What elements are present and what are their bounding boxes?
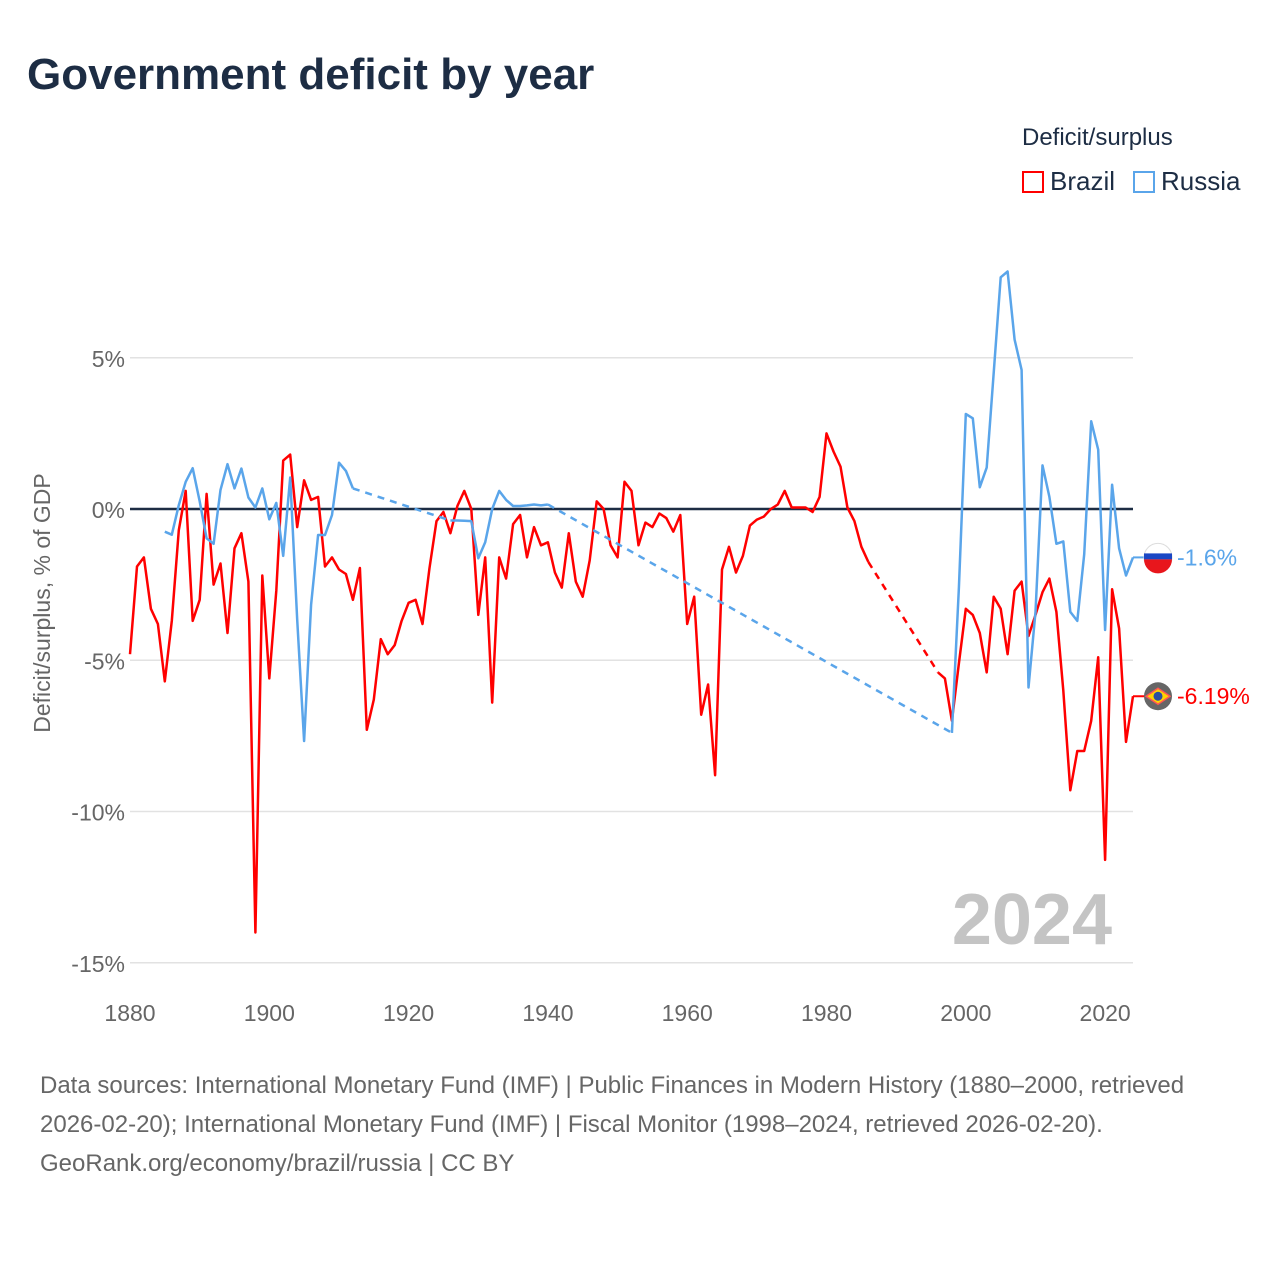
credit-link[interactable]: GeoRank.org/economy/brazil/russia | CC B… — [40, 1150, 515, 1177]
gap-dashed-line-russia — [352, 487, 451, 522]
brazil-swatch — [1022, 170, 1044, 193]
y-tick-label: 5% — [92, 346, 125, 372]
legend-label: Russia — [1161, 166, 1241, 196]
russia-flag-blue-band — [1144, 553, 1172, 560]
x-tick-label: 1900 — [244, 1000, 295, 1026]
gap-dashed-line-brazil — [867, 561, 940, 674]
x-tick-label: 1980 — [801, 1000, 852, 1026]
russia-swatch — [1133, 170, 1156, 193]
y-tick-label: -5% — [84, 648, 125, 674]
series-line-russia — [164, 461, 355, 743]
x-tick-label: 1940 — [522, 1000, 573, 1026]
chart-title: Government deficit by year — [27, 50, 595, 99]
data-sources: Data sources: International Monetary Fun… — [40, 1072, 1185, 1138]
x-tick-label: 2020 — [1080, 1000, 1131, 1026]
end-value-label-brazil: -6.19% — [1177, 683, 1250, 709]
x-tick-label: 1920 — [383, 1000, 434, 1026]
legend-title: Deficit/surplus — [1022, 124, 1173, 151]
legend-item-russia[interactable]: Russia — [1133, 166, 1241, 197]
legend-label: Brazil — [1050, 166, 1116, 196]
legend: Brazil Russia — [1022, 166, 1241, 197]
footer: Data sources: International Monetary Fun… — [40, 1066, 1240, 1183]
y-tick-label: 0% — [92, 497, 125, 523]
series-line-russia — [450, 489, 549, 560]
series-line-russia — [950, 270, 1135, 733]
x-tick-label: 1960 — [662, 1000, 713, 1026]
gap-dashed-line-russia — [547, 503, 953, 734]
y-tick-label: -10% — [71, 800, 125, 826]
legend-item-brazil[interactable]: Brazil — [1022, 166, 1115, 197]
brazil-flag-globe — [1153, 691, 1163, 701]
russia-flag-red-band — [1144, 559, 1172, 574]
x-tick-label: 1880 — [104, 1000, 155, 1026]
y-axis-label: Deficit/surplus, % of GDP — [29, 473, 55, 732]
y-tick-label: -15% — [71, 951, 125, 977]
year-watermark: 2024 — [952, 880, 1112, 960]
end-value-label-russia: -1.6% — [1177, 544, 1237, 570]
x-tick-label: 2000 — [940, 1000, 991, 1026]
series-line-brazil — [128, 432, 870, 934]
